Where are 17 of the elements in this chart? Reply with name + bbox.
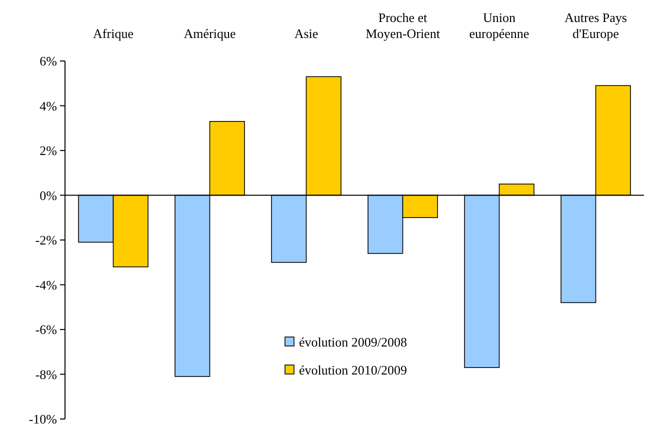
x-tick-label: Autres Pays d'Europe xyxy=(564,10,627,41)
y-tick-label: 4% xyxy=(40,98,58,114)
x-tick-label: Union européenne xyxy=(469,10,530,41)
x-tick-label: Proche et Moyen-Orient xyxy=(366,10,440,41)
x-tick-label: Afrique xyxy=(93,26,134,41)
y-tick-label: -4% xyxy=(35,277,58,292)
y-tick-label: -6% xyxy=(35,322,58,338)
legend-label: évolution 2010/2009 xyxy=(299,362,407,378)
y-tick-label: 6% xyxy=(40,54,58,69)
legend-label: évolution 2009/2008 xyxy=(299,334,407,350)
x-tick-label: Amérique xyxy=(184,26,236,41)
y-tick-label: 0% xyxy=(40,188,58,203)
x-tick-label: Asie xyxy=(294,26,318,41)
y-tick-label: 2% xyxy=(40,143,58,158)
y-tick-label: -10% xyxy=(28,412,58,427)
y-tick-label: -2% xyxy=(35,232,58,248)
y-tick-label: -8% xyxy=(35,366,58,382)
